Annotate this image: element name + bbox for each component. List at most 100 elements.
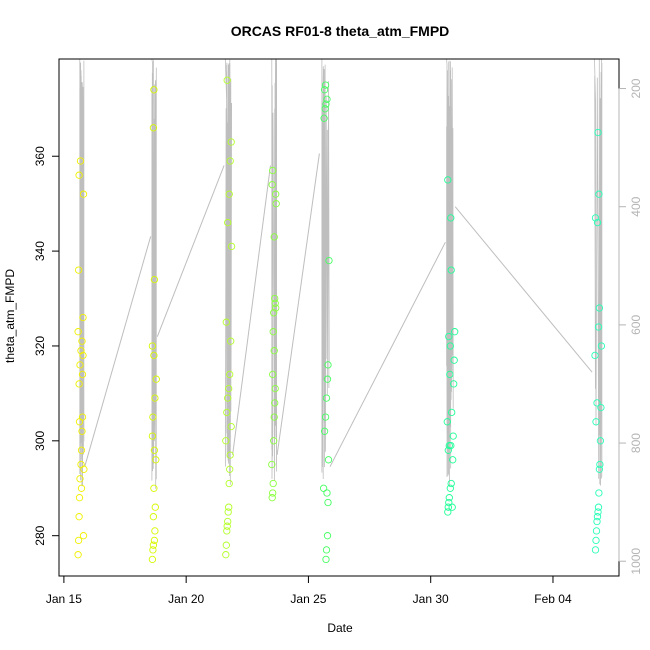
theta-point [226,465,234,473]
theta-point [224,394,232,402]
theta-point [322,555,330,564]
theta-point [148,555,157,564]
flight-altitude-trace [594,58,603,486]
theta-point [451,328,459,336]
flight-altitude-trace [151,58,157,489]
theta-point [447,266,455,274]
theta-point [150,484,158,492]
theta-point [76,157,85,165]
y-axis-label: theta_atm_FMPD [3,269,17,363]
theta-point [149,513,158,521]
theta-point [322,100,330,108]
x-tick-label: Jan 30 [413,592,449,606]
theta-point [268,494,276,502]
theta-point [150,351,158,360]
theta-point [449,456,457,464]
theta-point [222,541,230,549]
theta-point [444,176,452,184]
theta-point [444,503,452,511]
theta-point [595,304,604,312]
theta-point [443,418,451,426]
theta-point [222,318,230,326]
theta-point [148,342,157,350]
theta-point [321,81,330,89]
theta-point [79,313,87,322]
theta-point [450,380,458,388]
theta-point [79,351,87,360]
theta-point [593,513,602,521]
theta-point [268,460,276,469]
theta-point [447,214,455,222]
theta-point [150,275,159,284]
x-tick-label: Jan 15 [46,592,82,606]
theta-point [271,294,279,303]
theta-point [447,441,455,450]
theta-point [594,128,602,137]
theta-point [78,370,87,379]
y2-tick-label: 1000 [629,548,643,575]
theta-point [78,427,86,435]
y2-tick-label: 400 [629,196,643,216]
theta-point [324,456,333,464]
theta-point [225,479,233,488]
theta-point [223,527,231,535]
theta-point [149,124,158,132]
theta-point [323,532,332,540]
theta-point [224,517,232,526]
theta-point [226,157,234,165]
flight-altitude-trace [271,59,277,481]
theta-point [152,375,160,383]
theta-point [444,508,452,516]
theta-point [77,484,86,492]
theta-point [448,408,456,417]
transit-altitude-line [454,206,593,373]
theta-point [597,403,605,412]
theta-point [74,551,82,559]
flight-altitude-trace [321,59,330,480]
theta-point [150,446,159,454]
theta-point [269,328,277,336]
theta-point [323,95,331,103]
theta-point [320,114,328,122]
theta-point [226,451,234,459]
theta-point [270,309,278,317]
theta-point [226,370,234,379]
theta-point [225,190,233,198]
y-tick-label: 340 [33,241,47,261]
y-axis: 280 300 320 340 360 [33,146,60,546]
theta-point [272,304,280,312]
theta-point [597,342,606,350]
theta-point [151,394,159,402]
theta-point [446,484,454,492]
theta-point [321,105,329,113]
theta-point [149,541,158,549]
theta-point [447,479,455,488]
theta-point [323,489,331,497]
theta-point [75,171,83,179]
y-tick-label: 300 [33,430,47,450]
theta-point [594,323,603,331]
theta-point [449,432,457,440]
theta-point [448,503,456,511]
y2-tick-label: 200 [629,78,643,98]
theta-point [445,498,453,507]
theta-point [593,399,601,407]
theta-point [272,200,280,208]
x-tick-label: Jan 25 [290,592,326,606]
theta-point [321,413,330,421]
theta-point [593,517,601,526]
theta-point [594,503,603,511]
y-tick-label: 280 [33,525,47,545]
theta-point [270,233,278,241]
theta-point [151,527,159,535]
theta-point [450,356,458,364]
theta-point [149,546,157,554]
theta-point [269,370,277,379]
theta-point [596,437,605,445]
theta-point [223,522,231,530]
theta-point [227,422,235,431]
theta-point [223,408,231,417]
theta-point [324,361,332,369]
theta-point [79,190,88,198]
